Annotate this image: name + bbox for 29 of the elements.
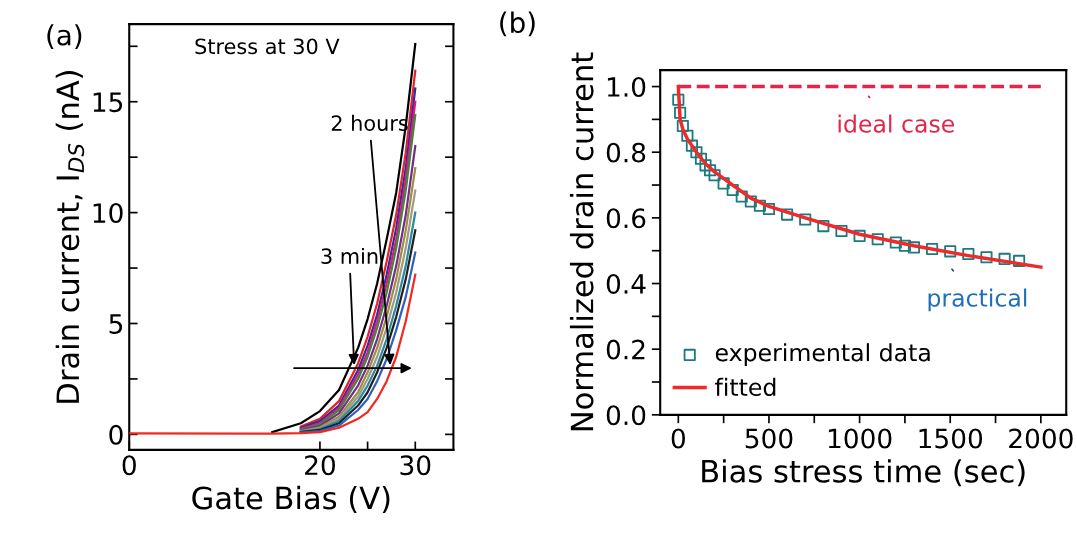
annotation: practical [928,288,1027,312]
chart-title: (b) [500,11,535,37]
x-tick-label: 500 [745,428,793,449]
x-tick-label: 20 [305,455,335,476]
y-tick-label: 15 [93,92,123,113]
x-tick-label: 0 [671,428,685,449]
annotation: 3 min [321,247,378,265]
annotation: Stress at 30 V [195,38,340,55]
y-axis-title: Drain current, I$_{DS}$ (nA) [55,71,85,403]
y-tick-label: 0.2 [606,339,645,360]
x-tick-label: 0 [122,455,136,476]
legend-label: experimental data [715,343,930,367]
x-axis-title: Gate Bias (V) [192,485,390,514]
y-tick-label: 0.6 [606,208,646,229]
x-tick-label: 1000 [828,428,892,449]
y-tick-label: 0.8 [606,142,646,163]
y-tick-label: 10 [93,203,123,224]
legend-label: fitted [715,377,776,397]
chart-title: (a) [47,24,82,49]
y-tick-label: 0.4 [606,273,646,294]
y-tick-label: 5 [109,314,123,334]
x-axis-title: Bias stress time (sec) [702,459,1025,487]
x-tick-label: 30 [400,455,431,476]
annotation: ideal case [838,114,955,133]
x-tick-label: 1500 [919,428,983,449]
y-tick-label: 1.0 [607,77,646,97]
x-tick-label: 2000 [1009,428,1073,449]
y-axis-title: Normalized drain current [569,52,594,431]
y-tick-label: 0.0 [606,405,646,426]
